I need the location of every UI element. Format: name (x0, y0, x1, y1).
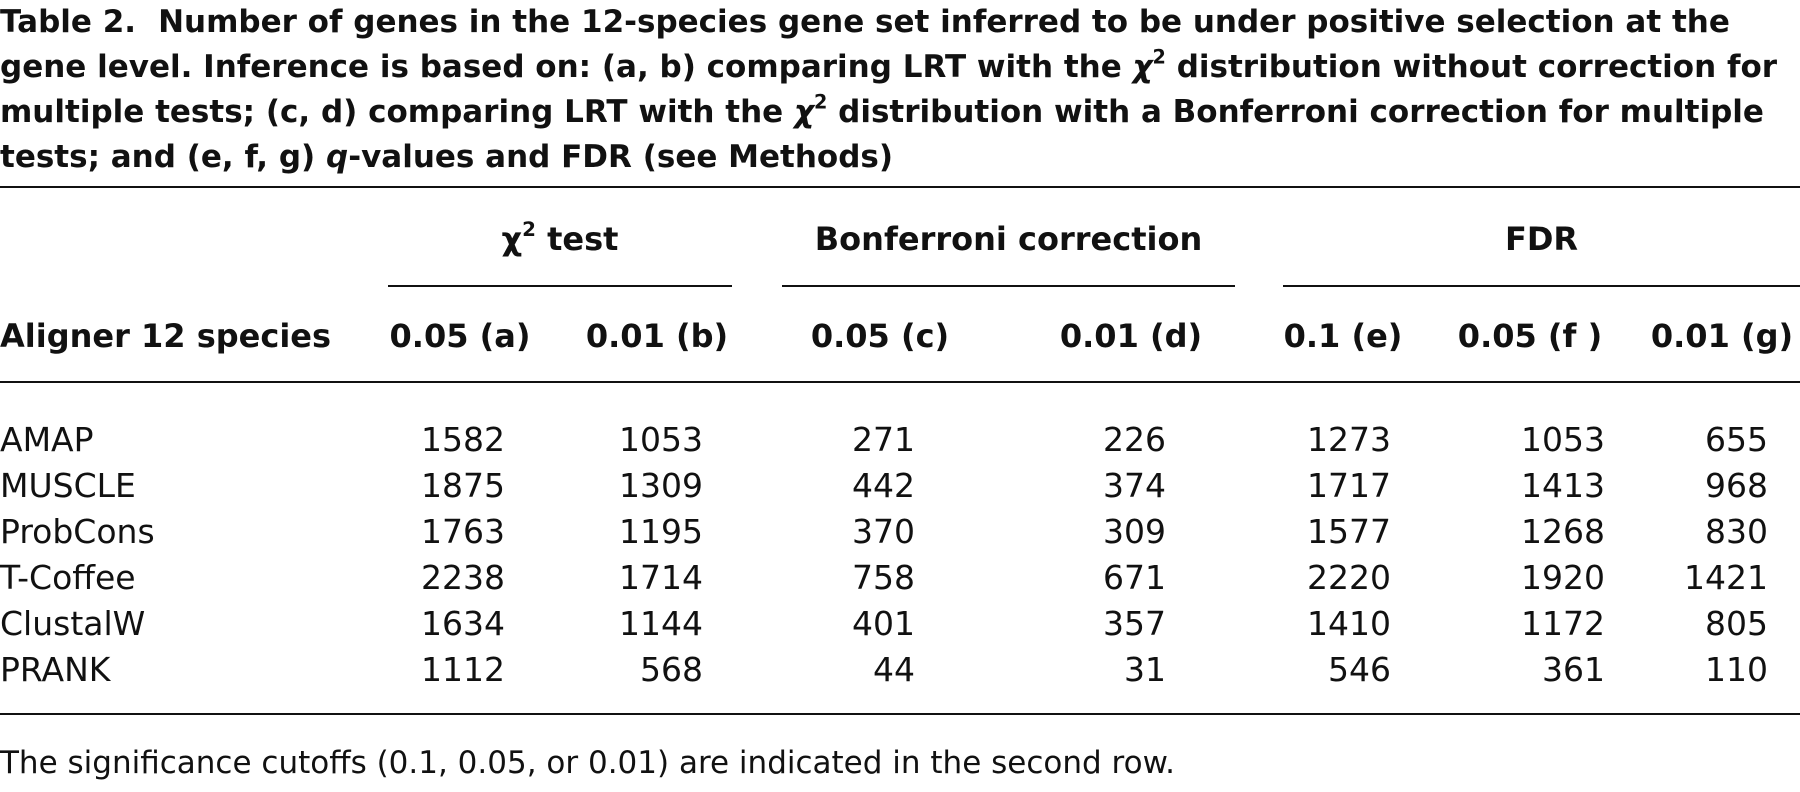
table-cell: 401 (852, 604, 915, 643)
row-label: ProbCons (0, 512, 155, 551)
table-cell: 968 (1705, 466, 1768, 505)
caption-label: Table 2. (0, 4, 137, 40)
caption-superscript: 2 (1152, 45, 1166, 69)
caption-symbol: χ (793, 94, 814, 130)
table-cell: 1273 (1307, 420, 1391, 459)
table-cell: 758 (852, 558, 915, 597)
table-caption: Table 2. Number of genes in the 12-specie… (0, 0, 1795, 180)
group-underline (1283, 285, 1800, 287)
table-cell: 1144 (619, 604, 703, 643)
group-underline (388, 285, 732, 287)
table-cell: 1195 (619, 512, 703, 551)
group-superscript: 2 (522, 218, 536, 242)
caption-symbol: χ (1132, 49, 1153, 85)
group-header: FDR (1283, 219, 1800, 259)
table-cell: 1112 (421, 650, 505, 689)
table-cell: 671 (1103, 558, 1166, 597)
bottom-rule (0, 713, 1800, 715)
table-cell: 1582 (421, 420, 505, 459)
table-cell: 1053 (619, 420, 703, 459)
group-text: Bonferroni correction (814, 220, 1203, 258)
column-header: 0.05 (f ) (1457, 317, 1603, 355)
table-cell: 370 (852, 512, 915, 551)
table-cell: 805 (1705, 604, 1768, 643)
table-cell: 361 (1542, 650, 1605, 689)
table-cell: 2238 (421, 558, 505, 597)
caption-text: distribution with a Bonferroni correctio… (0, 94, 1764, 175)
table-cell: 655 (1705, 420, 1768, 459)
group-header: Bonferroni correction (782, 219, 1235, 259)
table-cell: 546 (1328, 650, 1391, 689)
table-cell: 1410 (1307, 604, 1391, 643)
table-cell: 374 (1103, 466, 1166, 505)
column-header: 0.05 (c) (810, 317, 950, 355)
table-cell: 1577 (1307, 512, 1391, 551)
table-cell: 1268 (1521, 512, 1605, 551)
caption-symbol: q (326, 139, 349, 175)
table-cell: 31 (1124, 650, 1166, 689)
header-rule (0, 381, 1800, 383)
column-header: 0.1 (e) (1283, 317, 1403, 355)
column-header: 0.01 (d) (1059, 317, 1203, 355)
column-header: 0.01 (g) (1650, 317, 1794, 355)
table-cell: 226 (1103, 420, 1166, 459)
table-cell: 110 (1705, 650, 1768, 689)
table-cell: 1309 (619, 466, 703, 505)
row-label: PRANK (0, 650, 111, 689)
table-cell: 1717 (1307, 466, 1391, 505)
group-text: test (535, 220, 619, 258)
table-cell: 1413 (1521, 466, 1605, 505)
caption-text: Number of genes in the 12-species gene s… (0, 4, 1730, 85)
footnote: The significance cutoffs (0.1, 0.05, or … (0, 745, 1175, 781)
table-cell: 271 (852, 420, 915, 459)
table-cell: 1920 (1521, 558, 1605, 597)
table-cell: 2220 (1307, 558, 1391, 597)
row-label: AMAP (0, 420, 94, 459)
column-header: 0.05 (a) (389, 317, 531, 355)
table-cell: 1172 (1521, 604, 1605, 643)
caption-superscript: 2 (813, 90, 828, 114)
column-header: Aligner 12 species (0, 317, 332, 355)
table-cell: 442 (852, 466, 915, 505)
row-label: T-Coffee (0, 558, 136, 597)
group-text: FDR (1504, 220, 1579, 258)
top-rule (0, 186, 1800, 188)
row-label: ClustalW (0, 604, 146, 643)
table-cell: 1763 (421, 512, 505, 551)
table-cell: 309 (1103, 512, 1166, 551)
group-header: χ2 test (388, 219, 732, 259)
caption-text: -values and FDR (see Methods) (348, 139, 894, 175)
table-cell: 568 (640, 650, 703, 689)
row-label: MUSCLE (0, 466, 136, 505)
caption-text: distribution without correction for mult… (0, 49, 1778, 130)
table-cell: 1634 (421, 604, 505, 643)
column-header: 0.01 (b) (585, 317, 729, 355)
table-cell: 1421 (1684, 558, 1768, 597)
table-cell: 1053 (1521, 420, 1605, 459)
table-cell: 1714 (619, 558, 703, 597)
table-cell: 357 (1103, 604, 1166, 643)
table-cell: 44 (873, 650, 915, 689)
table-cell: 830 (1705, 512, 1768, 551)
group-symbol: χ (501, 220, 523, 258)
table-cell: 1875 (421, 466, 505, 505)
group-underline (782, 285, 1235, 287)
